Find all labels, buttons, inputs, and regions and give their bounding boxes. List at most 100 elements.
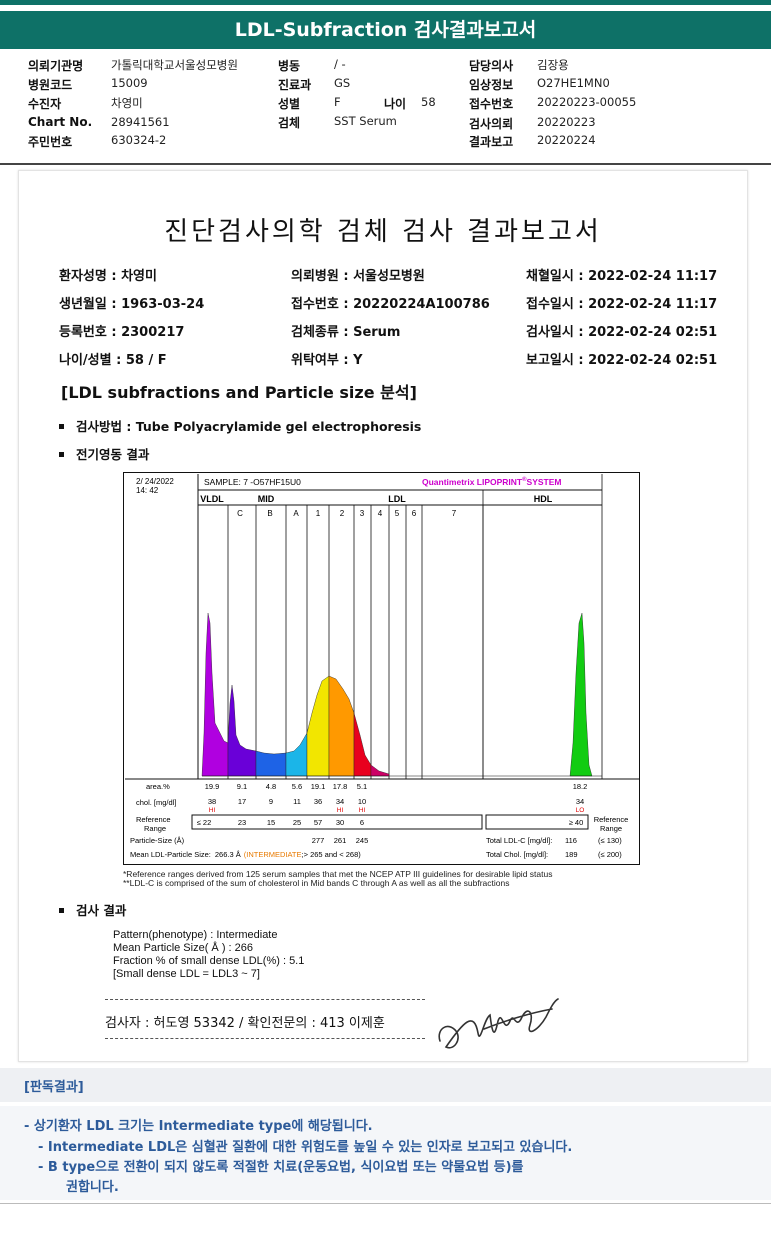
band-label-7: 7 xyxy=(452,509,457,518)
particle-value: 245 xyxy=(356,836,369,845)
report-date-label: 결과보고 xyxy=(469,135,514,149)
verdict-title: [판독결과] xyxy=(24,1080,84,1095)
mean-label: Mean LDL-Particle Size: 266.3 Å (INTERMEDI… xyxy=(130,850,361,859)
page-title: LDL-Subfraction 검사결과보고서 xyxy=(0,11,771,49)
curve-mid-a xyxy=(285,732,308,777)
region-mid: MID xyxy=(258,494,275,504)
report-title: 진단검사의학 검체 검사 결과보고서 xyxy=(164,217,602,247)
chart-time: 14: 42 xyxy=(136,486,159,495)
region-ldl: LDL xyxy=(388,494,406,504)
total-chol-ref: (≤ 200) xyxy=(598,850,622,859)
total-chol-label: Total Chol. [mg/dl]: xyxy=(486,850,548,859)
total-ldl-label: Total LDL-C [mg/dl]: xyxy=(486,836,552,845)
field-outsourced: 위탁여부 : Y xyxy=(291,353,363,368)
band-label-A: A xyxy=(293,509,299,518)
field-accession: 접수번호 : 20220224A100786 xyxy=(291,297,490,312)
area-value: 17.8 xyxy=(333,782,348,791)
chol-value: 34 xyxy=(576,797,584,806)
chart-sample: SAMPLE: 7 -O57HF15U0 xyxy=(204,477,301,487)
band-label-2: 2 xyxy=(340,509,345,518)
age-label: 나이 xyxy=(384,97,407,111)
field-patient-name: 환자성명 : 차영미 xyxy=(59,269,157,284)
chol-value: 10 xyxy=(358,797,366,806)
ref-range-box xyxy=(191,814,483,830)
verdict-line-2: - Intermediate LDL은 심혈관 질환에 대한 위험도를 높일 수… xyxy=(38,1140,573,1155)
chol-flag: HI xyxy=(337,807,344,814)
chol-value: 34 xyxy=(336,797,344,806)
ref-row: ≤ 22 23 15 25 57 30 6 ≥ 40 xyxy=(197,818,584,827)
bullet-dot xyxy=(59,424,64,429)
chart-no-value: 28941561 xyxy=(111,115,170,129)
result-bullet: 검사 결과 xyxy=(59,900,126,919)
total-ldl-ref: (≤ 130) xyxy=(598,836,622,845)
verdict-line-1: - 상기환자 LDL 크기는 Intermediate type에 해당됩니다. xyxy=(24,1119,373,1134)
ref-value: ≥ 40 xyxy=(569,818,584,827)
particle-label: Particle-Size (Å) xyxy=(130,836,185,845)
ref-value: ≤ 22 xyxy=(197,818,212,827)
result-block: Pattern(phenotype) : Intermediate Mean P… xyxy=(113,929,304,981)
verdict-line-3: - B type으로 전환이 되지 않도록 적절한 치료(운동요법, 식이요법 … xyxy=(38,1160,524,1175)
footnote-2: **LDL-C is comprised of the sum of chole… xyxy=(123,878,510,888)
hdl-ref-box xyxy=(485,814,589,830)
curve-mid-b xyxy=(255,750,287,777)
bullet-dot xyxy=(59,908,64,913)
ref-label-right-1: Reference xyxy=(594,815,629,824)
ref-value: 6 xyxy=(360,818,364,827)
electro-bullet: 전기영동 결과 xyxy=(59,444,149,463)
area-value: 5.1 xyxy=(357,782,367,791)
particle-value: 277 xyxy=(312,836,325,845)
curve-ldl-3 xyxy=(353,712,372,777)
mean-tail: ;> 265 and < 268) xyxy=(302,850,362,859)
ref-value: 25 xyxy=(293,818,301,827)
receipt-value: 20220223-00055 xyxy=(537,95,637,109)
mean-value: 266.3 Å xyxy=(215,850,241,859)
clinical-label: 임상정보 xyxy=(469,78,514,92)
req-inst-value: 가톨릭대학교서울성모병원 xyxy=(111,58,238,72)
rrn-label: 주민번호 xyxy=(28,135,73,149)
lab-report-document: 진단검사의학 검체 검사 결과보고서 환자성명 : 차영미 생년월일 : 196… xyxy=(18,170,748,1062)
ref-value: 23 xyxy=(238,818,246,827)
ref-value: 15 xyxy=(267,818,275,827)
age-value: 58 xyxy=(421,95,436,109)
rrn-value: 630324-2 xyxy=(111,133,167,147)
field-dob: 생년월일 : 1963-03-24 xyxy=(59,297,205,312)
mean-class: (INTERMEDIATE xyxy=(244,850,302,859)
density-curves xyxy=(201,612,602,777)
band-label-5: 5 xyxy=(395,509,400,518)
ref-label-right-2: Range xyxy=(600,824,622,833)
field-received: 접수일시 : 2022-02-24 11:17 xyxy=(526,297,718,312)
chart-date: 2/ 24/2022 xyxy=(136,477,174,486)
electro-label: 전기영동 결과 xyxy=(76,447,150,462)
ref-label-1: Reference xyxy=(136,815,171,824)
dept-label: 진료과 xyxy=(278,78,312,92)
ward-value: / - xyxy=(334,57,346,71)
hosp-code-value: 15009 xyxy=(111,76,148,90)
footnote-1: *Reference ranges derived from 125 serum… xyxy=(123,869,553,879)
verdict-header: [판독결과] xyxy=(0,1068,771,1102)
chol-flag: HI xyxy=(209,807,216,814)
field-hospital: 의뢰병원 : 서울성모병원 xyxy=(291,269,425,284)
curve-ldl-2 xyxy=(328,675,355,777)
verdict-line-4: 권합니다. xyxy=(66,1180,119,1195)
curve-mid-c xyxy=(227,684,257,777)
method-text: 검사방법 : Tube Polyacrylamide gel electroph… xyxy=(76,419,422,434)
ref-value: 30 xyxy=(336,818,344,827)
curve-ldl-4 xyxy=(370,764,390,777)
area-value: 19.9 xyxy=(205,782,220,791)
total-chol-value: 189 xyxy=(565,850,578,859)
band-separators xyxy=(227,474,603,779)
report-date-value: 20220224 xyxy=(537,133,596,147)
doctor-label: 담당의사 xyxy=(469,59,514,73)
method-bullet: 검사방법 : Tube Polyacrylamide gel electroph… xyxy=(59,416,421,435)
chol-flag: HI xyxy=(359,807,366,814)
field-reg-no: 등록번호 : 2300217 xyxy=(59,325,185,340)
sex-value: F xyxy=(334,95,341,109)
verdict-panel: - 상기환자 LDL 크기는 Intermediate type에 해당됩니다.… xyxy=(0,1106,771,1200)
patient-info-panel: 의뢰기관명 가톨릭대학교서울성모병원 병원코드 15009 수진자 차영미 Ch… xyxy=(0,52,771,164)
brand-tail: SYSTEM xyxy=(527,477,562,487)
field-tested: 검사일시 : 2022-02-24 02:51 xyxy=(526,325,718,340)
patient-label: 수진자 xyxy=(28,97,62,111)
req-date-label: 검사의뢰 xyxy=(469,117,514,131)
ref-value: 57 xyxy=(314,818,322,827)
chol-value: 17 xyxy=(238,797,246,806)
